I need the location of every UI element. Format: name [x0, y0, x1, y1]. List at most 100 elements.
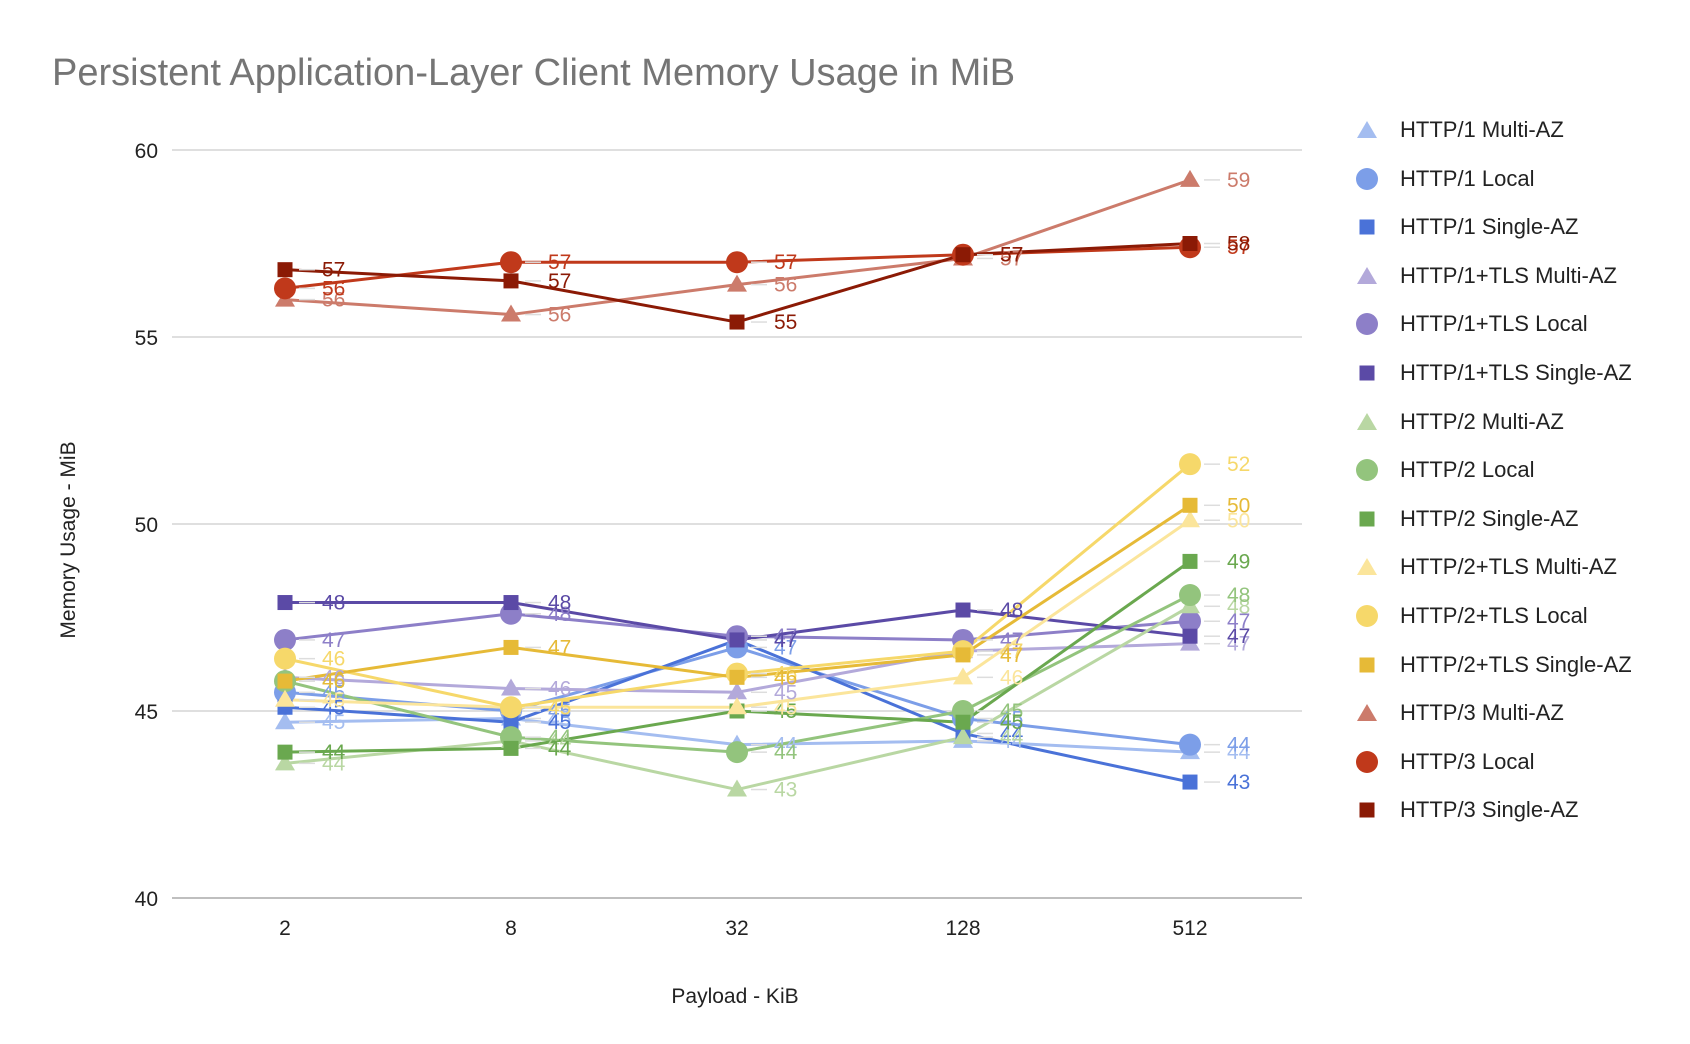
- data-label: 49: [1227, 550, 1250, 573]
- data-point: [727, 682, 747, 700]
- data-point: [955, 714, 971, 730]
- legend-label: HTTP/2 Multi-AZ: [1400, 408, 1564, 434]
- data-point: [501, 678, 521, 696]
- data-label: 45: [548, 707, 571, 730]
- data-label: 56: [322, 277, 345, 300]
- legend-label: HTTP/2 Local: [1400, 457, 1535, 483]
- data-label: 56: [548, 304, 571, 327]
- legend-marker-triangle: [1352, 698, 1382, 728]
- data-label: 46: [322, 670, 345, 693]
- y-tick-label: 60: [135, 140, 158, 163]
- legend-label: HTTP/1 Local: [1400, 165, 1535, 191]
- legend-marker-circle: [1352, 164, 1382, 194]
- data-label: 46: [322, 670, 345, 693]
- legend-item: HTTP/2 Multi-AZ: [1352, 405, 1564, 439]
- data-label: 47: [1000, 640, 1023, 663]
- data-label: 50: [1227, 509, 1250, 532]
- legend-item: HTTP/1 Single-AZ: [1352, 210, 1579, 244]
- legend-item: HTTP/2 Local: [1352, 453, 1535, 487]
- y-tick-label: 50: [135, 514, 158, 537]
- data-point: [1179, 584, 1201, 607]
- legend-item: HTTP/3 Local: [1352, 745, 1535, 779]
- data-label: 44: [1000, 730, 1024, 753]
- data-label: 57: [1227, 236, 1250, 259]
- y-tick-label: 55: [135, 327, 158, 350]
- data-point: [275, 753, 295, 771]
- data-point: [729, 669, 745, 685]
- data-label: 57: [322, 259, 345, 282]
- data-label: 48: [1227, 584, 1250, 607]
- data-point: [726, 251, 748, 274]
- data-label: 44: [774, 734, 798, 757]
- data-label: 45: [322, 689, 345, 712]
- data-label: 45: [774, 700, 797, 723]
- legend-marker-triangle: [1352, 115, 1382, 145]
- legend-marker-square: [1352, 504, 1382, 534]
- data-point: [953, 667, 973, 685]
- data-point: [503, 740, 519, 756]
- data-label: 45: [1000, 711, 1023, 734]
- legend-marker-triangle: [1352, 261, 1382, 291]
- data-label: 45: [1000, 700, 1023, 723]
- legend-marker-square: [1352, 650, 1382, 680]
- data-point: [1179, 610, 1201, 633]
- data-label: 47: [1000, 640, 1023, 663]
- data-label: 47: [1227, 633, 1250, 656]
- data-point: [1182, 628, 1198, 644]
- legend-label: HTTP/1 Single-AZ: [1400, 214, 1579, 240]
- data-label: 57: [774, 251, 797, 274]
- data-point: [729, 632, 745, 648]
- data-label: 46: [548, 678, 571, 701]
- data-point: [727, 274, 747, 292]
- data-label: 46: [774, 663, 797, 686]
- data-point: [277, 595, 293, 611]
- data-label: 45: [548, 711, 571, 734]
- data-label: 47: [774, 629, 797, 652]
- data-point: [955, 247, 971, 263]
- data-label: 57: [1000, 244, 1023, 267]
- data-point: [500, 696, 522, 719]
- data-label: 47: [774, 625, 797, 648]
- legend-item: HTTP/2+TLS Local: [1352, 599, 1588, 633]
- data-label: 52: [1227, 453, 1250, 476]
- legend-item: HTTP/1 Multi-AZ: [1352, 113, 1564, 147]
- x-tick-label: 512: [1172, 917, 1207, 940]
- legend-label: HTTP/2+TLS Local: [1400, 603, 1588, 628]
- data-point: [1182, 497, 1198, 513]
- legend-item: HTTP/2+TLS Single-AZ: [1352, 648, 1632, 682]
- data-label: 45: [1000, 707, 1023, 730]
- data-label: 47: [548, 636, 571, 659]
- legend-marker-circle: [1352, 309, 1382, 339]
- data-label: 56: [774, 274, 797, 297]
- chart-title: Persistent Application-Layer Client Memo…: [52, 52, 1016, 94]
- data-point: [503, 595, 519, 611]
- data-point: [1182, 774, 1198, 790]
- legend-label: HTTP/3 Multi-AZ: [1400, 700, 1564, 726]
- data-point: [726, 741, 748, 764]
- data-point: [274, 277, 296, 300]
- legend-label: HTTP/1 Multi-AZ: [1400, 117, 1564, 142]
- data-label: 46: [322, 648, 345, 671]
- data-label: 44: [322, 752, 346, 775]
- data-label: 59: [1227, 169, 1250, 192]
- legend-marker-circle: [1352, 601, 1382, 631]
- data-label: 45: [774, 696, 797, 719]
- data-label: 56: [322, 289, 345, 312]
- data-label: 50: [1227, 494, 1250, 517]
- data-point: [955, 602, 971, 618]
- x-tick-label: 2: [279, 917, 291, 940]
- legend-marker-square: [1352, 358, 1382, 388]
- series-line: [284, 178, 1191, 317]
- data-label: 48: [1000, 599, 1023, 622]
- data-label: 48: [322, 592, 345, 615]
- data-label: 44: [1000, 726, 1024, 749]
- x-tick-label: 32: [725, 917, 748, 940]
- y-tick-label: 40: [135, 888, 158, 911]
- data-label: 44: [1227, 734, 1251, 757]
- legend-item: HTTP/2 Single-AZ: [1352, 502, 1579, 536]
- data-point: [955, 647, 971, 663]
- data-label: 46: [322, 666, 345, 689]
- data-label: 48: [1227, 595, 1250, 618]
